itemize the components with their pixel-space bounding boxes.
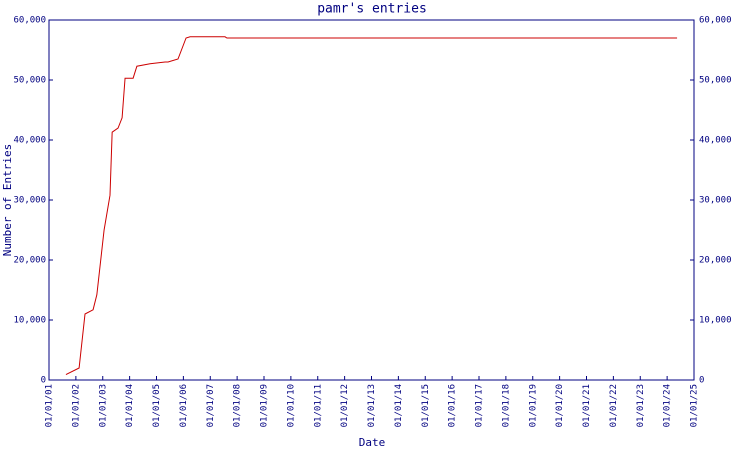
x-tick-label: 01/01/05: [152, 384, 162, 427]
y-tick-label: 10,000: [13, 316, 46, 326]
x-tick-label: 01/01/04: [125, 384, 135, 427]
chart-title: pamr's entries: [317, 2, 427, 17]
y2-tick-label: 10,000: [699, 316, 732, 326]
x-tick-label: 01/01/15: [421, 384, 431, 427]
x-tick-label: 01/01/02: [71, 384, 81, 427]
y2-tick-label: 60,000: [699, 16, 732, 26]
y2-tick-label: 30,000: [699, 196, 732, 206]
x-tick-label: 01/01/11: [313, 384, 323, 427]
x-tick-label: 01/01/20: [555, 384, 565, 427]
data-line: [65, 36, 678, 376]
x-tick-label: 01/01/21: [582, 384, 592, 427]
x-tick-label: 01/01/22: [609, 384, 619, 427]
x-tick-label: 01/01/03: [98, 384, 108, 427]
x-tick-label: 01/01/07: [206, 384, 216, 427]
x-tick-label: 01/01/14: [394, 384, 404, 427]
x-tick-label: 01/01/06: [179, 384, 189, 427]
y-axis-label: Number of Entries: [1, 144, 14, 257]
x-tick-label: 01/01/19: [528, 384, 538, 427]
x-tick-label: 01/01/25: [690, 384, 700, 427]
y2-tick-label: 0: [699, 376, 704, 386]
y-tick-label: 30,000: [13, 196, 46, 206]
y2-tick-label: 40,000: [699, 136, 732, 146]
x-tick-label: 01/01/09: [260, 384, 270, 427]
y-tick-label: 0: [41, 376, 46, 386]
x-tick-label: 01/01/12: [340, 384, 350, 427]
x-tick-label: 01/01/23: [636, 384, 646, 427]
y-tick-label: 50,000: [13, 76, 46, 86]
x-tick-label: 01/01/01: [45, 384, 55, 427]
x-tick-label: 01/01/16: [448, 384, 458, 427]
y2-tick-label: 20,000: [699, 256, 732, 266]
x-tick-label: 01/01/08: [233, 384, 243, 427]
y-tick-label: 20,000: [13, 256, 46, 266]
y-tick-label: 40,000: [13, 136, 46, 146]
x-tick-label: 01/01/13: [367, 384, 377, 427]
x-tick-label: 01/01/24: [663, 384, 673, 427]
x-axis-label: Date: [359, 436, 386, 449]
y-tick-label: 60,000: [13, 16, 46, 26]
x-tick-label: 01/01/10: [286, 384, 296, 427]
y2-tick-label: 50,000: [699, 76, 732, 86]
x-tick-label: 01/01/18: [501, 384, 511, 427]
x-tick-label: 01/01/17: [475, 384, 485, 427]
